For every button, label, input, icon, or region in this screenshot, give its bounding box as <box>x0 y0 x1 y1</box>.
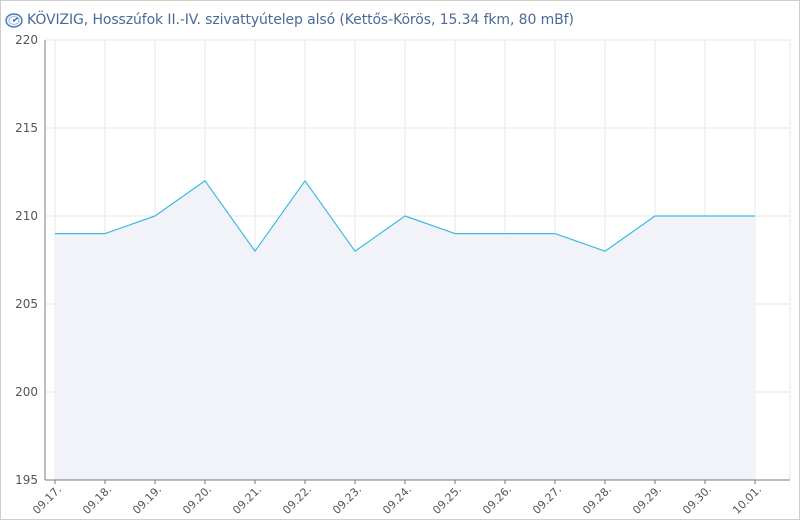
data-point[interactable] <box>351 247 359 255</box>
y-tick-label: 220 <box>15 33 38 47</box>
data-point[interactable] <box>501 230 509 238</box>
x-tick-label: 09.23. <box>330 483 364 517</box>
y-tick-label: 195 <box>15 473 38 487</box>
x-tick-label: 09.30. <box>680 483 714 517</box>
y-axis: 195 200 205 210 215 220 <box>15 33 38 487</box>
x-tick-label: 10.01. <box>730 483 764 517</box>
x-tick-label: 09.18. <box>80 483 114 517</box>
area-fill <box>55 180 755 481</box>
x-tick-label: 09.25. <box>430 483 464 517</box>
data-point[interactable] <box>701 212 709 220</box>
x-tick-label: 09.22. <box>280 483 314 517</box>
data-point[interactable] <box>101 230 109 238</box>
x-tick-label: 09.17. <box>30 483 64 517</box>
y-tick-label: 205 <box>15 297 38 311</box>
x-tick-label: 09.27. <box>530 483 564 517</box>
data-point[interactable] <box>151 212 159 220</box>
data-point[interactable] <box>451 230 459 238</box>
y-tick-label: 200 <box>15 385 38 399</box>
gauge-icon <box>5 13 23 28</box>
data-point[interactable] <box>651 212 659 220</box>
data-point[interactable] <box>301 177 309 185</box>
data-point[interactable] <box>601 247 609 255</box>
x-tick-label: 09.29. <box>630 483 664 517</box>
data-point[interactable] <box>551 230 559 238</box>
x-tick-label: 09.26. <box>480 483 514 517</box>
x-tick-label: 09.28. <box>580 483 614 517</box>
x-tick-label: 09.19. <box>130 483 164 517</box>
y-tick-label: 215 <box>15 121 38 135</box>
data-point[interactable] <box>251 247 259 255</box>
chart-header: KÖVIZIG, Hosszúfok II.-IV. szivattyútele… <box>5 10 574 30</box>
x-tick-label: 09.21. <box>230 483 264 517</box>
series-line <box>55 180 755 252</box>
x-axis: 09.17. 09.18. 09.19. 09.20. 09.21. 09.22. 09.2… <box>30 480 764 517</box>
data-point[interactable] <box>401 212 409 220</box>
data-point[interactable] <box>751 212 759 220</box>
chart-title: KÖVIZIG, Hosszúfok II.-IV. szivattyútele… <box>27 12 574 28</box>
x-tick-label: 09.24. <box>380 483 414 517</box>
data-point[interactable] <box>201 177 209 185</box>
y-tick-label: 210 <box>15 209 38 223</box>
data-point[interactable] <box>51 230 59 238</box>
x-tick-label: 09.20. <box>180 483 214 517</box>
